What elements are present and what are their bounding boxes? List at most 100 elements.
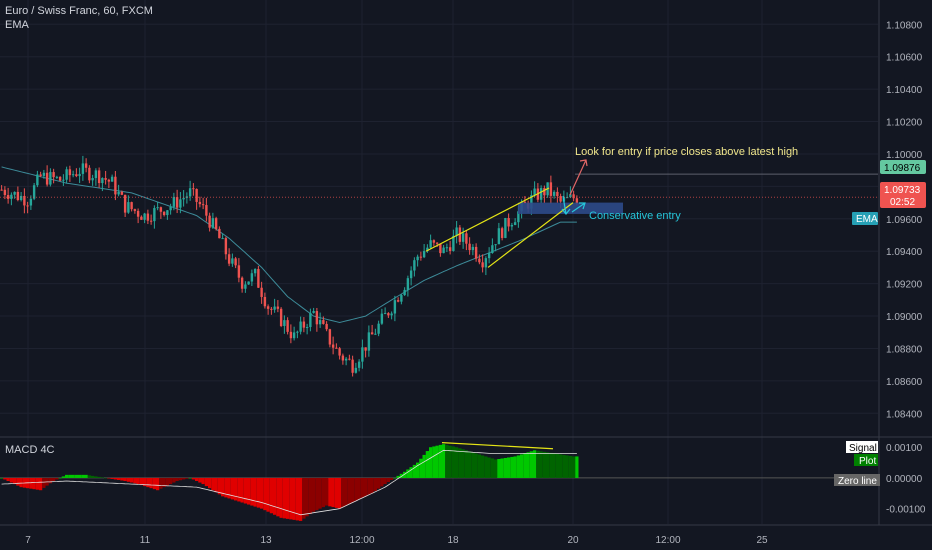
candle-body bbox=[6, 195, 10, 199]
macd-bar bbox=[328, 477, 332, 507]
macd-bar bbox=[542, 451, 546, 478]
macd-bar bbox=[445, 444, 449, 478]
candle-body bbox=[354, 367, 358, 373]
candle-body bbox=[465, 233, 468, 244]
macd-bar bbox=[247, 477, 251, 505]
countdown-tag: 02:52 bbox=[890, 197, 915, 208]
candle-body bbox=[458, 227, 462, 242]
candle-body bbox=[107, 179, 111, 182]
macd-bar bbox=[455, 447, 459, 478]
candle-body bbox=[227, 254, 231, 264]
macd-bar bbox=[68, 474, 72, 478]
macd-bar bbox=[178, 477, 182, 481]
macd-bar bbox=[19, 477, 23, 488]
candle-body bbox=[133, 209, 137, 211]
price-axis-tick: 1.10000 bbox=[886, 150, 923, 161]
candle-body bbox=[205, 205, 208, 216]
macd-bar bbox=[312, 477, 316, 512]
entry-arrow bbox=[569, 159, 588, 196]
macd-bar bbox=[9, 477, 13, 483]
candle-body bbox=[302, 321, 306, 328]
candle-body bbox=[26, 205, 29, 207]
macd-bar bbox=[217, 477, 221, 495]
macd-bar bbox=[198, 477, 202, 483]
macd-bar bbox=[221, 477, 225, 497]
time-axis-tick: 11 bbox=[140, 535, 151, 546]
ema-tag: EMA bbox=[856, 214, 878, 225]
candle-body bbox=[71, 174, 75, 176]
macd-bar bbox=[3, 477, 7, 480]
macd-bar bbox=[6, 477, 10, 481]
macd-bar bbox=[341, 477, 345, 508]
candle-body bbox=[62, 179, 65, 181]
macd-bar bbox=[510, 456, 514, 478]
candle-body bbox=[10, 194, 13, 199]
candle-body bbox=[149, 220, 153, 222]
candle-body bbox=[331, 344, 335, 348]
macd-bar bbox=[422, 454, 426, 478]
candle-body bbox=[240, 277, 244, 289]
macd-bar bbox=[61, 476, 65, 478]
macd-bar bbox=[546, 452, 550, 478]
macd-bar bbox=[568, 455, 572, 478]
macd-bar bbox=[97, 476, 101, 478]
candle-body bbox=[468, 243, 471, 251]
macd-bar bbox=[104, 477, 108, 479]
candle-body bbox=[426, 247, 429, 252]
macd-bar bbox=[71, 474, 75, 478]
candle-body bbox=[341, 355, 345, 361]
candle-body bbox=[162, 211, 166, 216]
candle-body bbox=[101, 178, 104, 184]
macd-bar bbox=[39, 477, 43, 491]
macd-bar bbox=[507, 457, 511, 478]
candle-body bbox=[409, 270, 413, 279]
candle-body bbox=[104, 178, 107, 180]
macd-bar bbox=[338, 477, 342, 509]
candle-body bbox=[455, 227, 458, 236]
macd-bar bbox=[81, 474, 85, 478]
candle-body bbox=[143, 213, 146, 220]
entry-zone bbox=[518, 202, 623, 214]
macd-bar bbox=[211, 477, 215, 491]
macd-bar bbox=[354, 477, 358, 501]
overlays bbox=[0, 159, 878, 268]
candle-body bbox=[344, 358, 348, 361]
candle-body bbox=[487, 253, 491, 259]
macd-bar bbox=[65, 474, 69, 478]
candle-body bbox=[110, 176, 114, 182]
candle-body bbox=[435, 242, 439, 244]
candle-body bbox=[208, 215, 211, 228]
candle-body bbox=[117, 191, 120, 195]
macd-bar bbox=[383, 477, 387, 485]
candle-body bbox=[75, 174, 78, 177]
candle-body bbox=[419, 256, 423, 258]
macd-bar bbox=[325, 477, 329, 506]
macd-bar bbox=[35, 477, 39, 490]
macd-bar bbox=[305, 477, 309, 517]
candle-body bbox=[68, 169, 72, 176]
candle-body bbox=[214, 218, 218, 229]
candle-body bbox=[52, 172, 55, 178]
candle-body bbox=[91, 178, 94, 181]
macd-bar bbox=[234, 477, 238, 501]
macd-bar bbox=[429, 447, 433, 478]
candle-body bbox=[211, 218, 215, 228]
macd-bar bbox=[490, 458, 494, 478]
candle-body bbox=[257, 269, 260, 288]
candle-body bbox=[380, 313, 384, 324]
candle-body bbox=[159, 207, 163, 212]
candle-body bbox=[575, 198, 579, 204]
candle-body bbox=[416, 256, 419, 261]
plot-tag-bg bbox=[854, 454, 878, 466]
time-axis-tick: 18 bbox=[447, 535, 459, 546]
candle-body bbox=[370, 332, 374, 335]
candle-body bbox=[198, 201, 202, 205]
symbol-title: Euro / Swiss Franc, 60, FXCM bbox=[5, 5, 153, 17]
macd-bar bbox=[188, 477, 192, 479]
candle-body bbox=[175, 197, 179, 208]
macd-bar bbox=[107, 477, 111, 479]
macd-bar bbox=[360, 477, 364, 498]
macd-bar bbox=[523, 453, 527, 478]
candle-body bbox=[383, 313, 387, 315]
